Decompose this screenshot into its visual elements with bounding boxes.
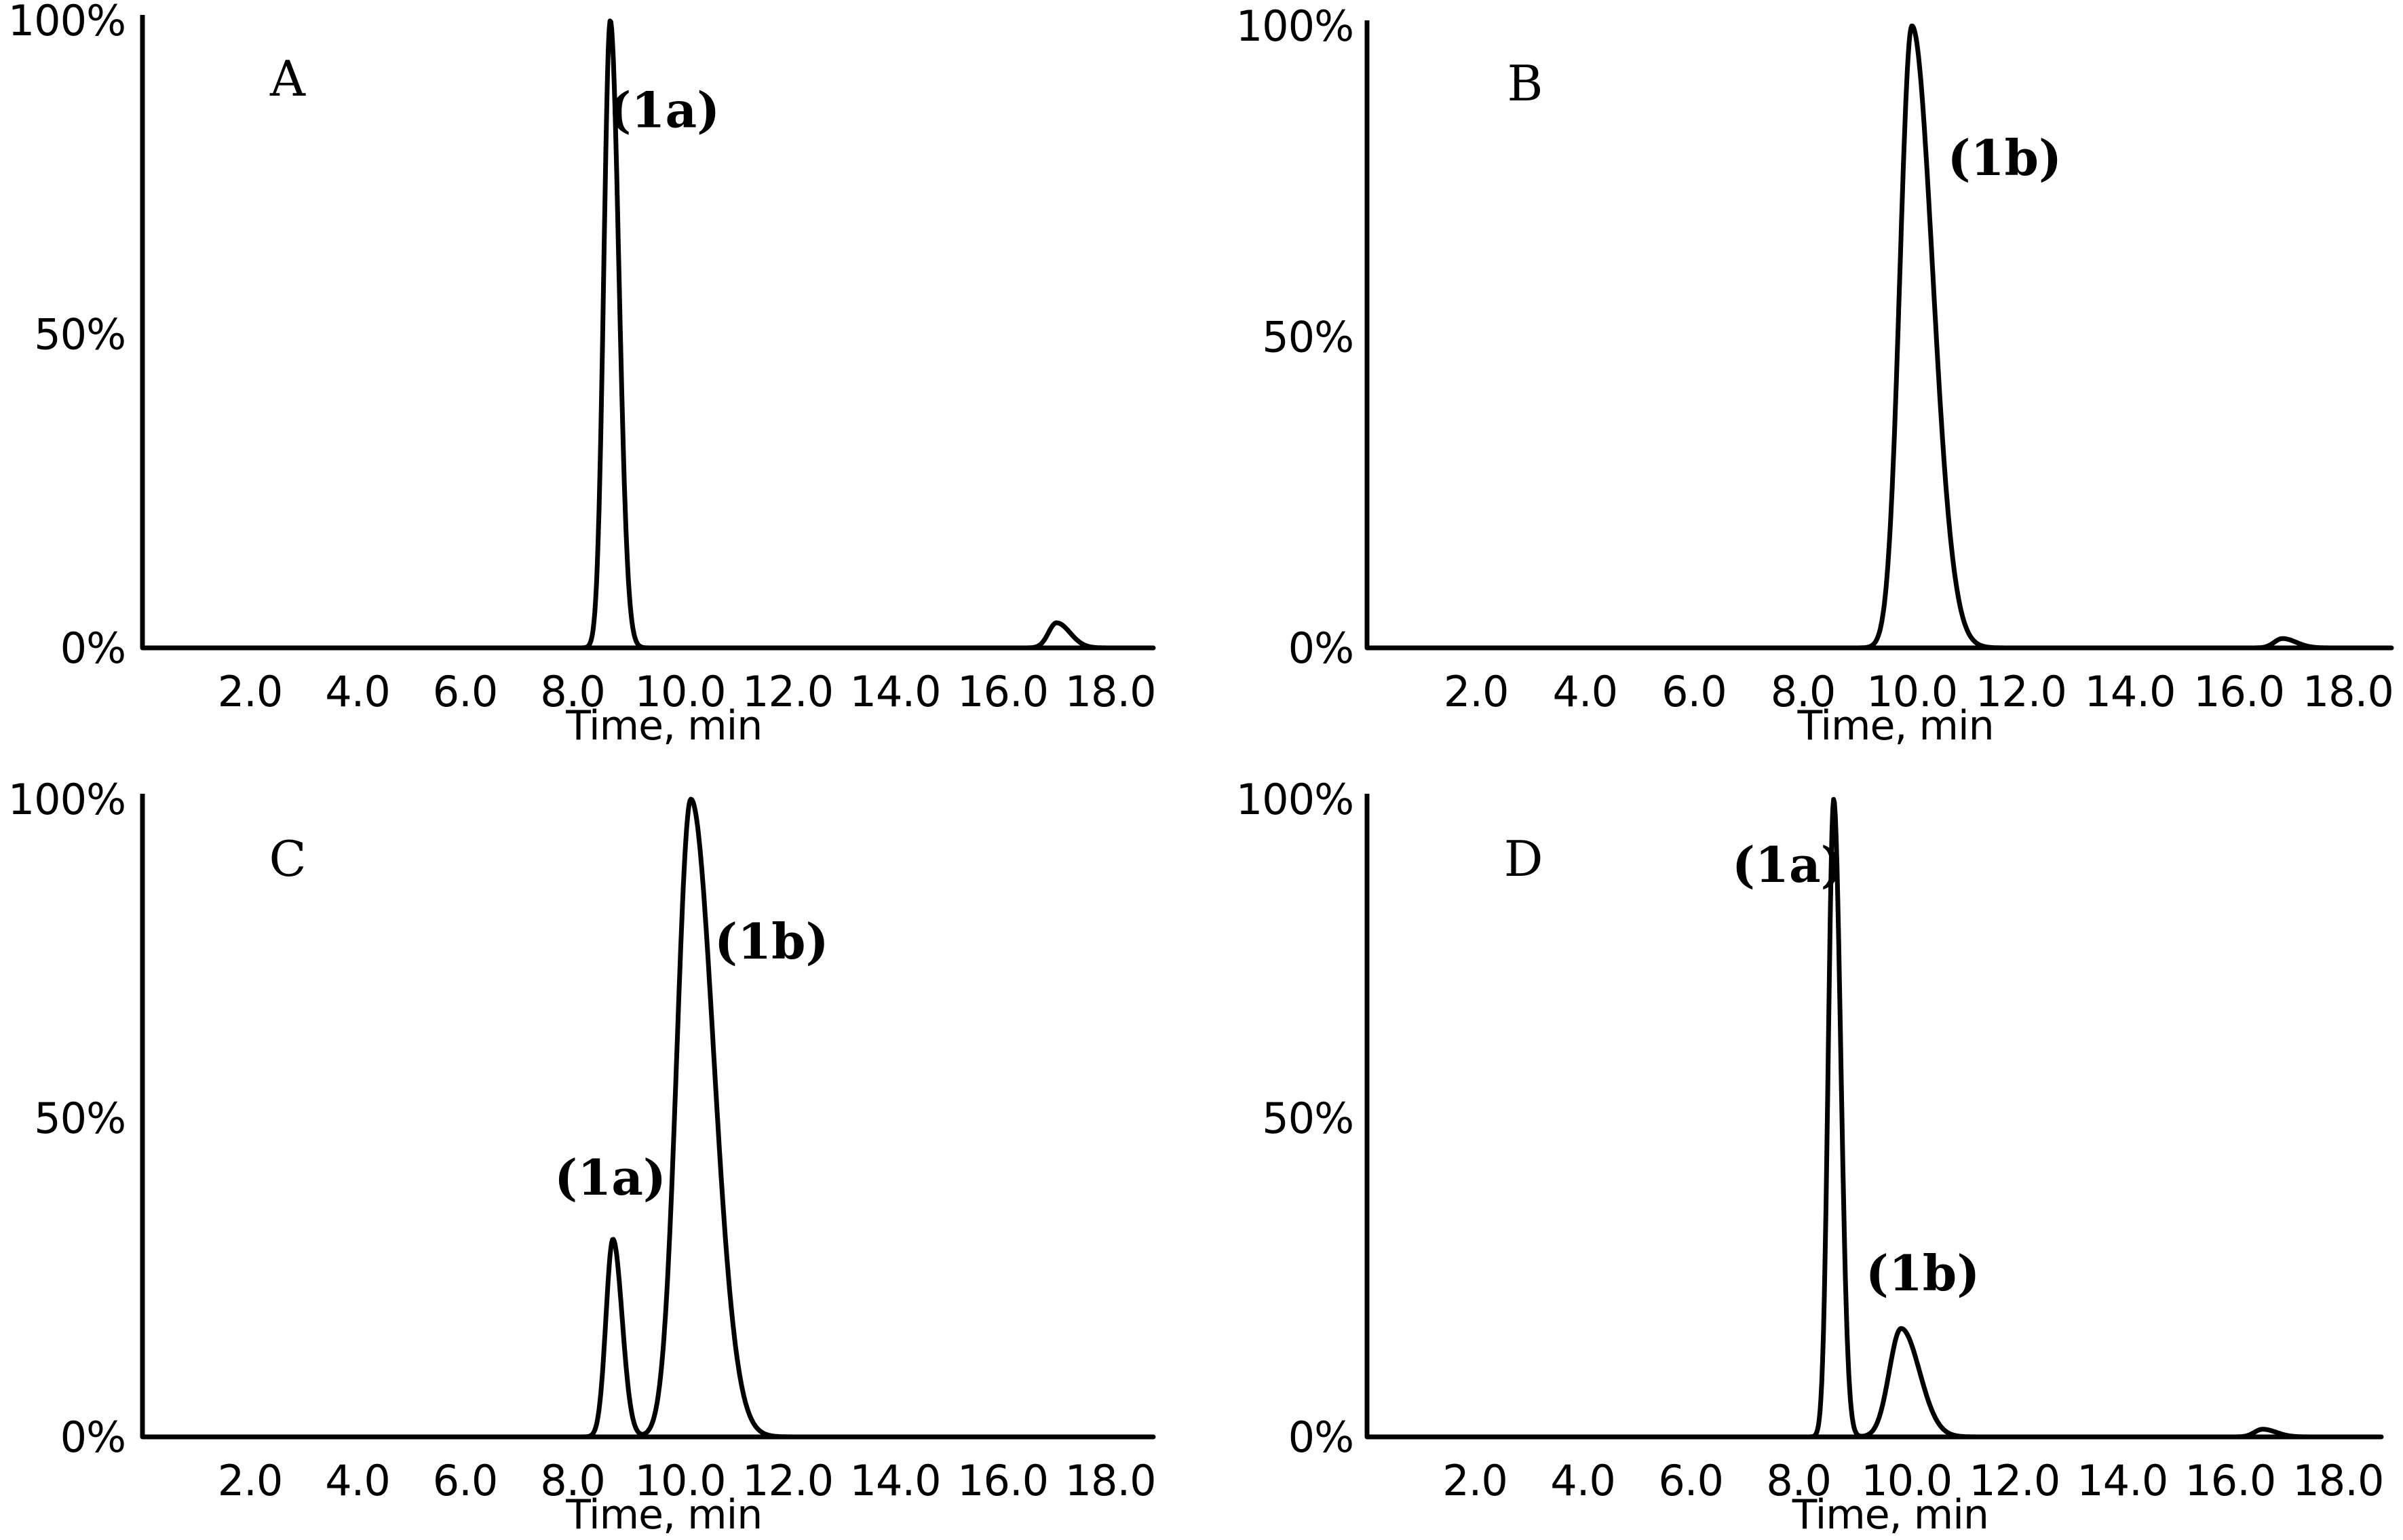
x-tick-label: 8.0 <box>1771 667 1836 716</box>
y-tick-label: 50% <box>1262 313 1353 362</box>
y-tick-label: 0% <box>1288 623 1353 673</box>
x-tick-label: 14.0 <box>2084 667 2175 716</box>
peak-label: (1a) <box>608 81 720 138</box>
x-tick-label: 12.0 <box>742 1456 833 1505</box>
y-tick-label: 100% <box>8 0 126 45</box>
x-tick-label: 4.0 <box>325 667 390 716</box>
peak-label: (1b) <box>714 912 829 970</box>
y-tick-label: 0% <box>60 623 126 673</box>
x-tick-label: 18.0 <box>2303 667 2394 716</box>
x-tick-label: 2.0 <box>218 667 283 716</box>
panel-b: 100% 50% 0% 2.0 4.0 6.0 8.0 10.0 12.0 14.0 16.0 18.… <box>1236 1 2394 750</box>
x-tick-label: 18.0 <box>1065 667 1156 716</box>
x-tick-label: 6.0 <box>1661 667 1727 716</box>
y-tick-label: 0% <box>1288 1412 1353 1462</box>
panel-c: 100% 50% 0% 2.0 4.0 6.0 8.0 10.0 12.0 14.0 16.0 18.… <box>8 775 1157 1539</box>
peak-label: (1b) <box>1947 129 2062 187</box>
x-tick-label: 8.0 <box>540 1456 605 1505</box>
y-tick-label: 50% <box>34 310 126 360</box>
x-tick-label: 4.0 <box>325 1456 390 1505</box>
x-tick-label: 2.0 <box>1442 1456 1507 1505</box>
x-tick-label: 12.0 <box>1976 667 2066 716</box>
chromatogram-trace <box>1364 23 2394 651</box>
x-axis-title: Time, min <box>565 1491 762 1539</box>
x-tick-label: 6.0 <box>1658 1456 1723 1505</box>
x-tick-label: 12.0 <box>742 667 833 716</box>
x-tick-label: 16.0 <box>957 667 1048 716</box>
panel-label: A <box>269 50 306 107</box>
x-tick-label: 14.0 <box>850 1456 941 1505</box>
chromatogram-trace <box>140 18 1156 651</box>
panel-label: B <box>1507 55 1543 112</box>
panel-a: 100% 50% 0% 2.0 4.0 6.0 8.0 10.0 12.0 14.0 16.0 18.… <box>8 0 1157 750</box>
chromatogram-trace <box>1364 796 2384 1440</box>
x-tick-label: 10.0 <box>1861 1456 1952 1505</box>
peak-label: (1a) <box>554 1149 666 1206</box>
x-tick-label: 2.0 <box>1444 667 1509 716</box>
x-axis-title: Time, min <box>1797 702 1994 750</box>
x-tick-label: 16.0 <box>2185 1456 2275 1505</box>
x-axis-title: Time, min <box>565 702 762 750</box>
x-tick-label: 4.0 <box>1552 667 1617 716</box>
x-tick-label: 8.0 <box>1766 1456 1831 1505</box>
peak-label: (1a) <box>1732 836 1844 893</box>
x-tick-label: 8.0 <box>540 667 605 716</box>
x-tick-label: 12.0 <box>1969 1456 2060 1505</box>
x-tick-label: 4.0 <box>1550 1456 1615 1505</box>
x-tick-label: 16.0 <box>957 1456 1048 1505</box>
x-tick-label: 6.0 <box>433 667 498 716</box>
x-tick-label: 14.0 <box>850 667 941 716</box>
panel-d: 100% 50% 0% 2.0 4.0 6.0 8.0 10.0 12.0 14.0 16.0 18.… <box>1236 775 2385 1539</box>
y-tick-label: 100% <box>1236 1 1353 51</box>
x-tick-label: 16.0 <box>2193 667 2284 716</box>
y-tick-label: 100% <box>8 775 126 824</box>
x-tick-label: 14.0 <box>2077 1456 2168 1505</box>
y-tick-label: 0% <box>60 1412 126 1462</box>
x-tick-label: 6.0 <box>433 1456 498 1505</box>
x-tick-label: 18.0 <box>2292 1456 2383 1505</box>
x-tick-label: 2.0 <box>218 1456 283 1505</box>
chromatogram-trace <box>140 796 1156 1440</box>
peak-label: (1b) <box>1866 1244 1980 1302</box>
x-tick-label: 10.0 <box>635 667 726 716</box>
x-axis-title: Time, min <box>1792 1491 1988 1539</box>
y-tick-label: 50% <box>34 1094 126 1143</box>
y-tick-label: 100% <box>1236 775 1353 824</box>
x-tick-label: 10.0 <box>635 1456 726 1505</box>
x-tick-label: 18.0 <box>1065 1456 1156 1505</box>
x-tick-label: 10.0 <box>1866 667 1957 716</box>
panel-label: C <box>269 830 306 887</box>
panel-label: D <box>1504 830 1543 887</box>
y-tick-label: 50% <box>1262 1094 1353 1143</box>
